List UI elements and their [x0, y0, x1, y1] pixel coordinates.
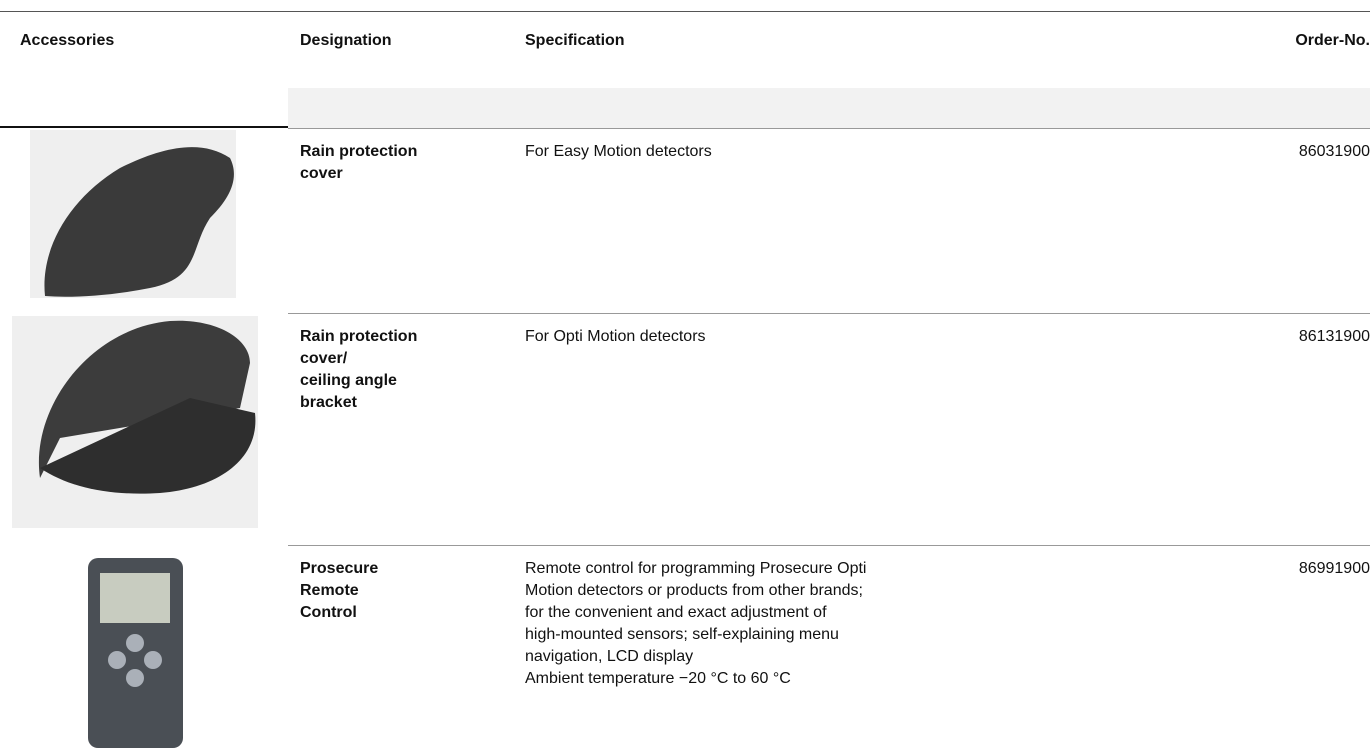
designation-line: bracket [300, 394, 357, 411]
row-rule [288, 545, 1370, 546]
specification-line: Motion detectors or products from other … [525, 582, 863, 599]
order-number: 86991900 [1298, 560, 1370, 577]
designation-line: Rain protection [300, 328, 418, 345]
cover-image [38, 320, 251, 478]
specification-line: for the convenient and exact adjustment … [525, 604, 827, 621]
header-cell: Order-No. [1295, 32, 1370, 49]
designation-line: cover [300, 165, 343, 182]
specification-line: navigation, LCD display [525, 648, 694, 665]
designation-line: Rain protection [300, 143, 418, 160]
order-number: 86131900 [1298, 328, 1370, 345]
header-cell: Accessories [20, 32, 115, 49]
specification-line: For Easy Motion detectors [525, 143, 712, 160]
designation-line: Prosecure [300, 560, 379, 577]
designation-line: Control [300, 604, 357, 621]
order-number: 86031900 [1298, 143, 1370, 160]
designation-line: Remote [300, 582, 359, 599]
designation-line: ceiling angle [300, 372, 397, 389]
product-images [12, 130, 258, 748]
specification-line: high-mounted sensors; self-explaining me… [525, 626, 839, 643]
header-cell: Specification [525, 32, 625, 49]
designation-line: cover/ [300, 350, 348, 367]
top-rule [0, 11, 1370, 12]
specification-line: For Opti Motion detectors [525, 328, 706, 345]
header-band [288, 88, 1370, 128]
specification-line: Ambient temperature −20 °C to 60 °C [525, 670, 791, 687]
rain-cover-image [44, 147, 234, 297]
row-rule [288, 128, 1370, 129]
row-rule [288, 313, 1370, 314]
header-cell: Designation [300, 32, 392, 49]
specification-line: Remote control for programming Prosecure… [525, 560, 867, 577]
section-rule [0, 126, 288, 128]
bracket-image [40, 398, 256, 494]
remote-lcd [100, 573, 170, 623]
